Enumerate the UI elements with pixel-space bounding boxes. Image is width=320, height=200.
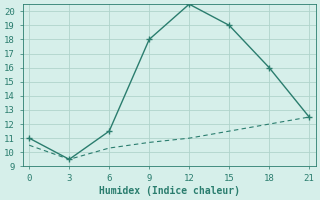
X-axis label: Humidex (Indice chaleur): Humidex (Indice chaleur) [99, 186, 240, 196]
